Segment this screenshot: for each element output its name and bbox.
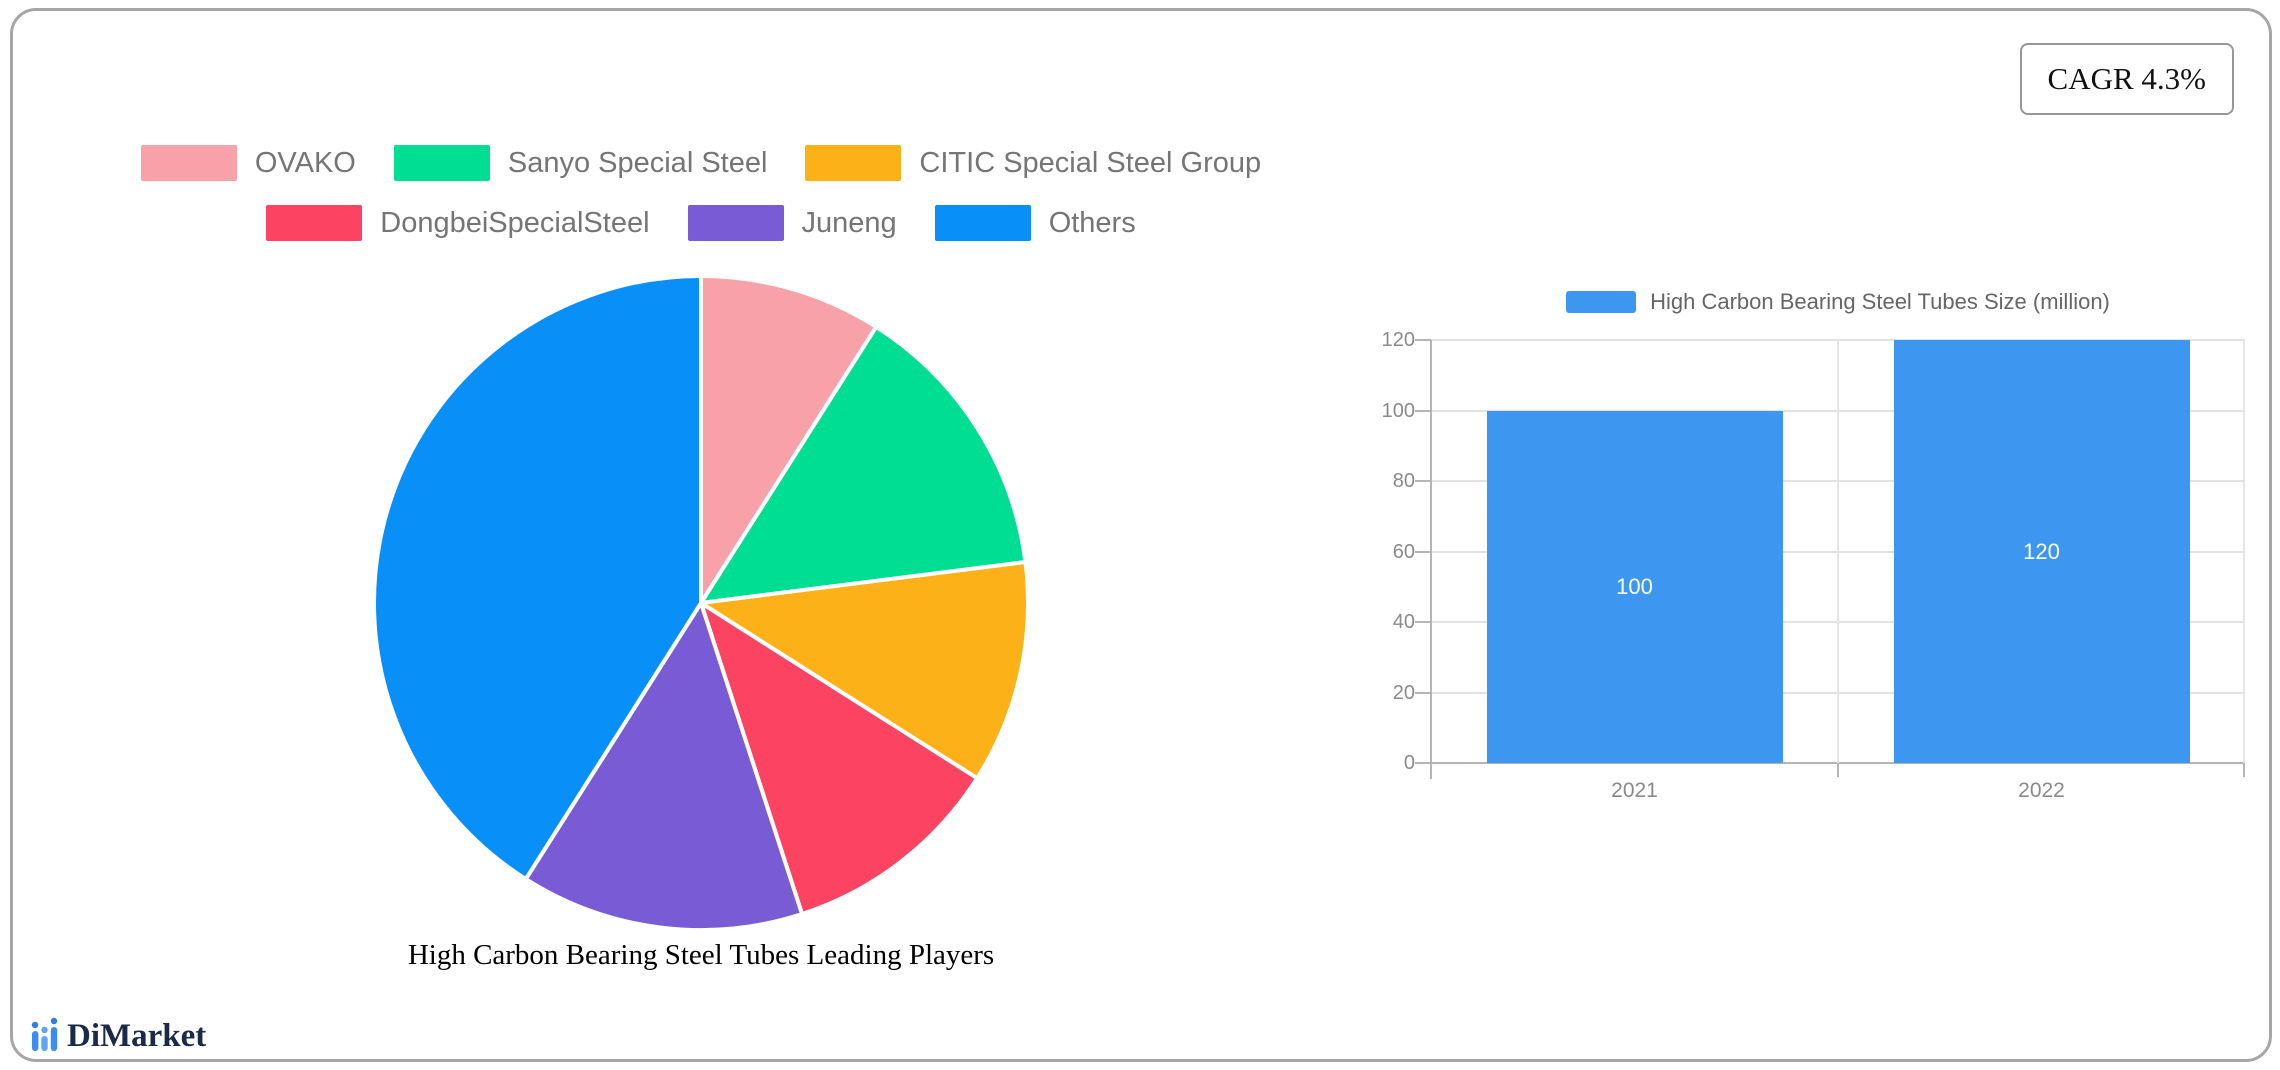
pie-legend: OVAKO Sanyo Special Steel CITIC Special St… [13,145,1389,241]
y-axis-label-80: 80 [1392,470,1415,492]
y-axis-label-0: 0 [1403,752,1415,774]
legend-item-juneng[interactable]: Juneng [687,205,897,241]
x-tick-left [1430,763,1432,777]
bar-legend-label: High Carbon Bearing Steel Tubes Size (mi… [1650,289,2110,314]
y-tick-80 [1415,480,1431,482]
y-axis-label-40: 40 [1392,611,1415,633]
pie-slice-ovako[interactable] [699,274,879,605]
legend-item-citic-special-steel-group[interactable]: CITIC Special Steel Group [805,145,1261,181]
legend-label: Others [1048,206,1136,239]
legend-swatch-others [934,205,1031,241]
bar-legend-swatch [1566,291,1637,313]
legend-swatch-ovako [140,145,237,181]
legend-label: OVAKO [254,146,356,179]
legend-swatch-sanyo-special-steel [393,145,490,181]
y-axis-label-120: 120 [1381,329,1415,351]
y-tick-60 [1415,550,1431,553]
brand-name: DiMarket [67,1018,207,1054]
legend-label: CITIC Special Steel Group [919,146,1262,179]
bar-2022[interactable]: 120 [1893,340,2190,763]
legend-swatch-citic-special-steel-group [805,145,902,181]
gridline-x-mid [1837,340,1839,763]
legend-label: Sanyo Special Steel [507,146,768,179]
legend-swatch-dongbeispecialsteel [266,205,363,241]
pie-chart [371,274,1030,932]
x-axis-label-2022: 2022 [2018,779,2065,802]
cagr-badge: CAGR 4.3% [2019,43,2234,115]
y-tick-100 [1415,409,1431,412]
report-card: CAGR 4.3% OVAKO Sanyo Special Steel CITIC … [10,8,2272,1062]
bar-value-label-2021: 100 [1616,573,1653,599]
y-tick-20 [1415,691,1431,694]
y-tick-40 [1415,621,1431,623]
gridline-x-right [2243,340,2245,763]
pie-slice-juneng[interactable] [523,601,805,932]
pie-slice-dongbeispecialsteel[interactable] [699,601,980,916]
pie-legend-row-2: DongbeiSpecialSteel Juneng Others [13,205,1389,241]
y-axis-label-60: 60 [1392,540,1415,563]
legend-label: Juneng [801,206,897,239]
y-tick-120 [1415,339,1431,341]
pie-legend-row-1: OVAKO Sanyo Special Steel CITIC Special St… [13,145,1389,181]
pie-slice-sanyo-special-steel[interactable] [699,324,1028,605]
pie-chart-title: High Carbon Bearing Steel Tubes Leading … [407,939,995,971]
y-axis-line [1430,340,1432,779]
bar-chart-legend[interactable]: High Carbon Bearing Steel Tubes Size (mi… [1431,289,2245,315]
pie-slice-citic-special-steel-group[interactable] [699,560,1030,781]
legend-item-dongbeispecialsteel[interactable]: DongbeiSpecialSteel [266,205,650,241]
y-axis-label-100: 100 [1381,399,1415,422]
x-tick-mid [1837,763,1839,777]
x-tick-right [2243,763,2245,777]
bar-chart: 0 20 40 60 80 100 120 100 2021 120 2022 [1382,329,2245,802]
bar-2021[interactable]: 100 [1486,410,1783,763]
bar-value-label-2022: 120 [2023,538,2060,564]
legend-item-ovako[interactable]: OVAKO [140,145,356,181]
x-axis-label-2021: 2021 [1611,779,1658,802]
legend-swatch-juneng [687,205,784,241]
y-tick-0 [1415,762,1431,764]
pie-slice-others[interactable] [371,274,703,882]
legend-label: DongbeiSpecialSteel [380,206,650,239]
brand-logo[interactable]: DiMarket [31,1013,206,1053]
mini-bar-chart-logo-icon [31,1017,58,1051]
y-axis-label-20: 20 [1392,681,1415,704]
legend-item-sanyo-special-steel[interactable]: Sanyo Special Steel [393,145,768,181]
legend-item-others[interactable]: Others [934,205,1136,241]
